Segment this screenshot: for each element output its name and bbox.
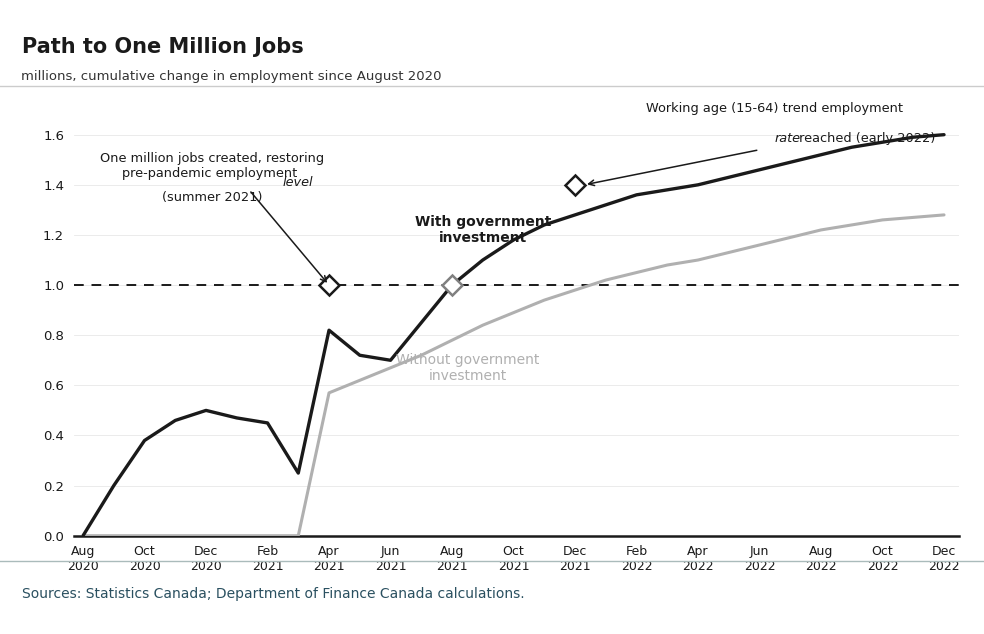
Text: millions, cumulative change in employment since August 2020: millions, cumulative change in employmen… [21,70,441,83]
Text: With government
investment: With government investment [414,215,551,245]
Text: (summer 2021): (summer 2021) [162,191,263,204]
Text: Without government
investment: Without government investment [396,353,539,383]
Text: level: level [283,176,314,188]
Text: Working age (15-64) trend employment: Working age (15-64) trend employment [646,101,903,130]
Text: Sources: Statistics Canada; Department of Finance Canada calculations.: Sources: Statistics Canada; Department o… [22,587,524,601]
Text: One million jobs created, restoring
pre-pandemic employment: One million jobs created, restoring pre-… [100,152,325,180]
Text: reached (early 2022): reached (early 2022) [795,132,935,145]
Text: Path to One Million Jobs: Path to One Million Jobs [22,37,303,57]
Text: rate: rate [775,132,801,145]
